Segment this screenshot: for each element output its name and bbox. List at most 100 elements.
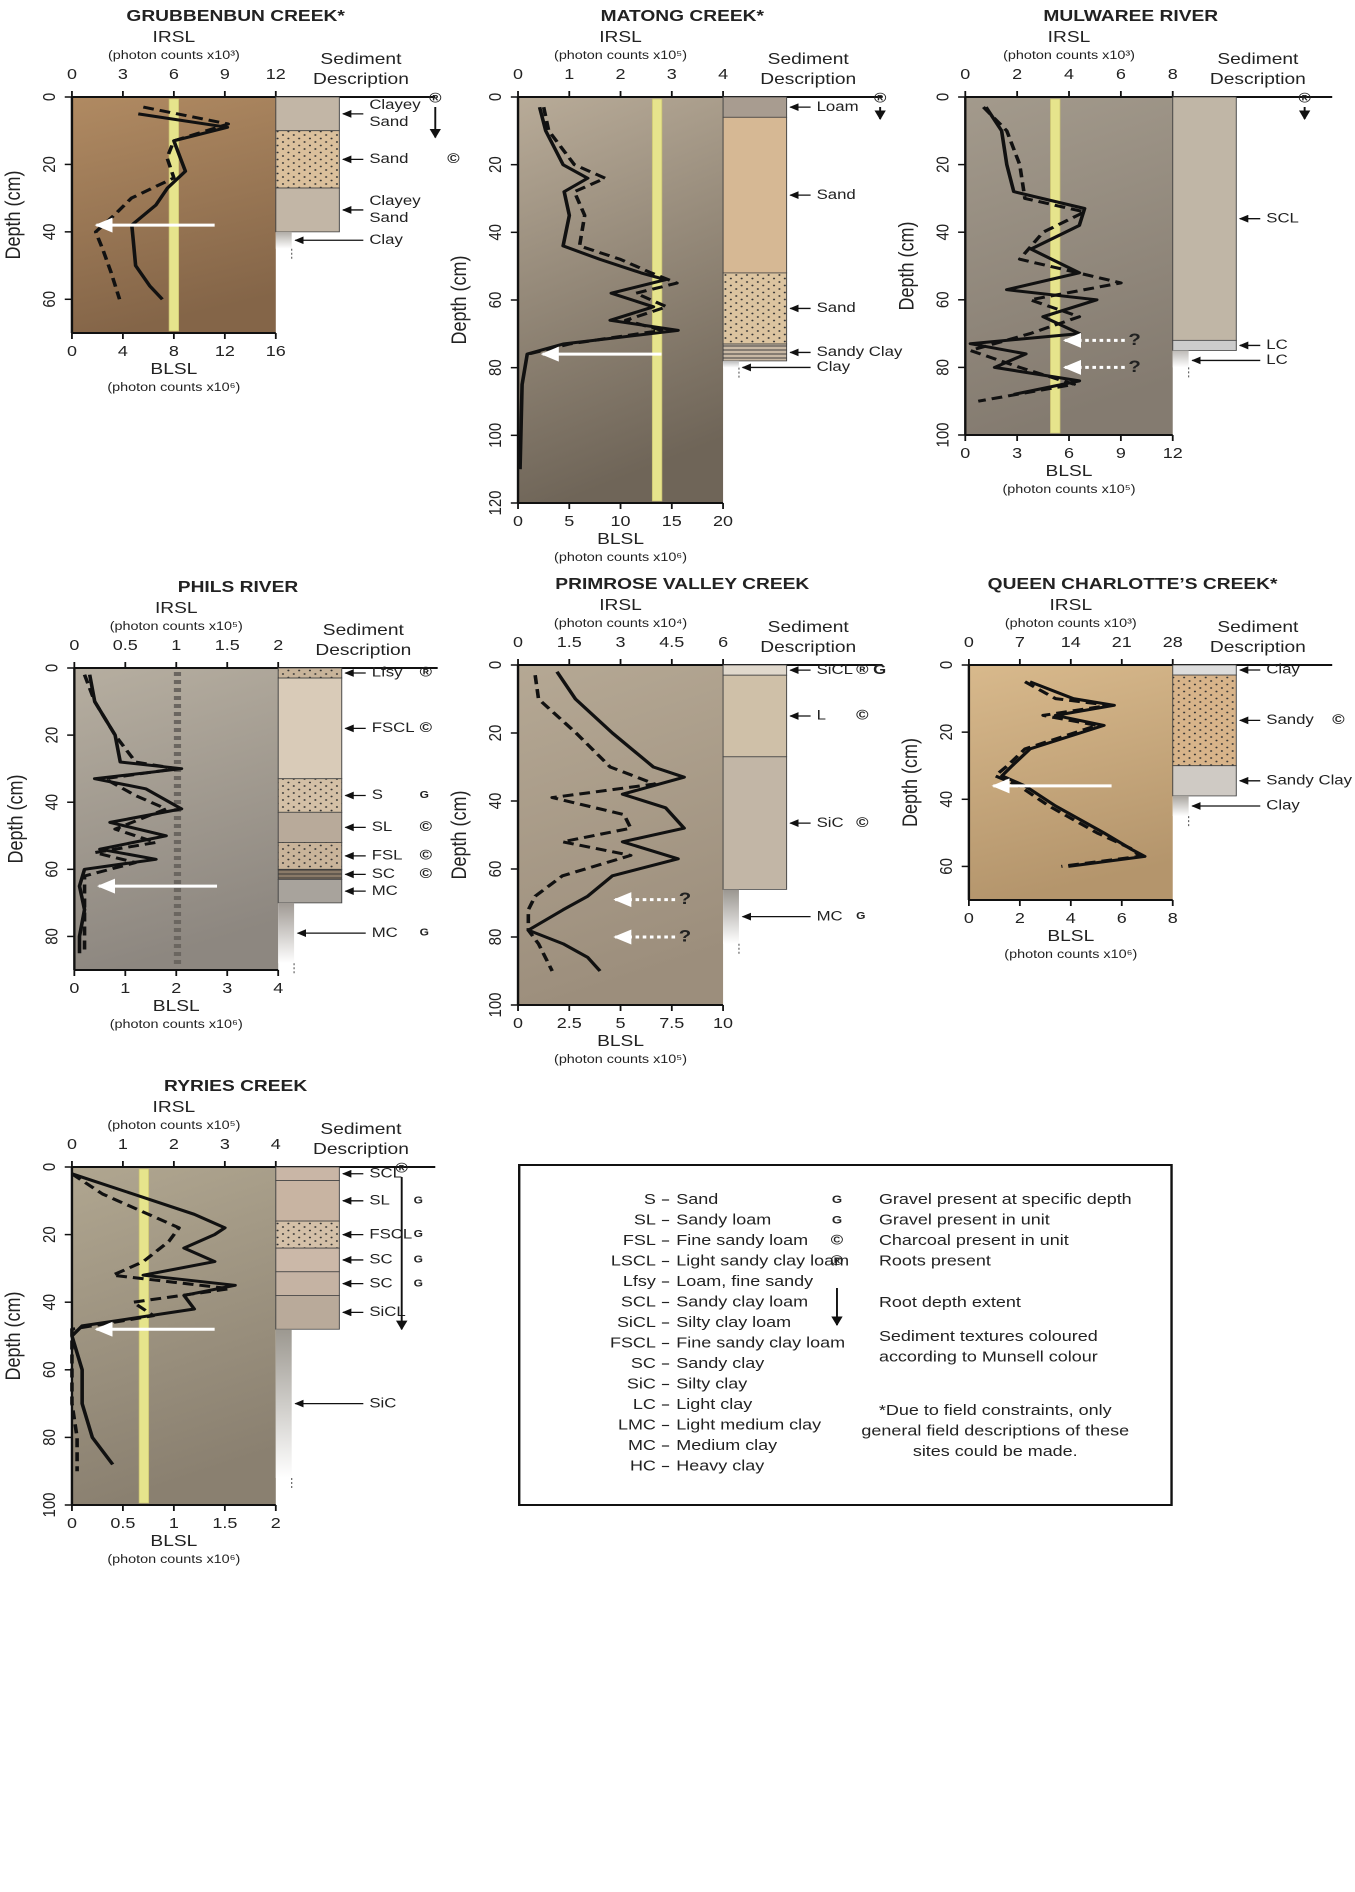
sediment-title: Sediment: [768, 618, 849, 636]
question-mark: ?: [1128, 329, 1140, 348]
unit-label: MC: [372, 925, 398, 940]
unit-label: FSCL: [372, 720, 415, 735]
unit-label: L: [817, 708, 827, 723]
unit-symbol: ©: [420, 866, 433, 881]
top-tick-label: 2: [1012, 65, 1022, 82]
unit-symbol: G: [414, 1278, 423, 1289]
unit-label: LC: [1266, 337, 1287, 352]
unit-label: Loam: [817, 99, 859, 114]
sediment-unit: [278, 903, 294, 963]
bottom-tick-label: 0.5: [110, 1514, 135, 1531]
top-axis-unit: (photon counts x10⁵): [110, 619, 243, 633]
bottom-tick-label: 0: [67, 1514, 77, 1531]
top-tick-label: 12: [266, 65, 286, 82]
bottom-tick-label: 6: [1117, 909, 1127, 926]
top-axis-label: IRSL: [153, 1098, 196, 1116]
top-tick-label: 0: [69, 636, 79, 653]
y-tick-label: 0: [39, 93, 60, 101]
abbreviation-name: Sandy loam: [676, 1211, 771, 1228]
unit-symbol: G: [856, 911, 865, 922]
top-axis-unit: (photon counts x10³): [1003, 48, 1135, 62]
legend-symbol: ®: [831, 1253, 844, 1268]
panel-title: PRIMROSE VALLEY CREEK: [555, 575, 809, 593]
unit-symbol: ® G: [856, 662, 886, 677]
legend-symbol-text: Gravel present in unit: [879, 1211, 1050, 1228]
top-axis-label: IRSL: [155, 599, 198, 617]
y-tick-label: 0: [485, 661, 506, 669]
bottom-tick-label: 10: [713, 1014, 733, 1031]
measuring-tape: [169, 99, 179, 331]
unit-symbol: ©: [856, 708, 869, 723]
y-tick-label: 100: [485, 992, 506, 1017]
top-tick-label: 1: [118, 1135, 128, 1152]
sediment-unit: [276, 1329, 292, 1478]
unit-symbol: ©: [420, 720, 433, 735]
question-mark: ?: [679, 889, 691, 908]
abbreviation-name: Light clay: [676, 1395, 753, 1412]
panel-title: GRUBBENBUN CREEK*: [126, 7, 345, 25]
sediment-texture: [1173, 675, 1237, 766]
top-tick-label: 0: [67, 65, 77, 82]
unit-label: Clay: [1266, 662, 1300, 677]
bottom-axis-unit: (photon counts x10⁶): [107, 1552, 240, 1566]
top-tick-label: 7: [1015, 633, 1025, 650]
y-tick-label: 40: [485, 224, 506, 241]
top-tick-label: 8: [1168, 65, 1178, 82]
site-photo: [72, 1167, 276, 1505]
unit-label: Sand: [817, 187, 856, 202]
y-tick-label: 20: [41, 727, 62, 744]
figure: GRUBBENBUN CREEK* IRSL (photon counts x10³…: [0, 0, 1355, 1892]
abbreviation-name: Fine sandy clay loam: [676, 1334, 845, 1351]
sediment-title: Sediment: [323, 621, 404, 639]
bottom-tick-label: 1: [169, 1514, 179, 1531]
abbreviation-code: LMC: [618, 1416, 656, 1433]
top-tick-label: 3: [220, 1135, 230, 1152]
y-tick-label: 80: [485, 359, 506, 376]
y-tick-label: 120: [485, 490, 506, 515]
y-tick-label: 100: [932, 422, 953, 447]
abbreviation-code: LC: [633, 1395, 656, 1412]
unit-label: SC: [369, 1276, 392, 1291]
y-tick-label: 60: [39, 291, 60, 308]
top-tick-label: 4: [718, 65, 728, 82]
abbreviation-code: SiC: [627, 1375, 656, 1392]
sediment-unit: [278, 678, 342, 779]
top-tick-label: 28: [1163, 633, 1183, 650]
sediment-texture: [278, 842, 342, 869]
legend-symbol: G: [832, 1213, 842, 1226]
top-tick-label: 0.5: [113, 636, 138, 653]
y-axis-label: Depth (cm): [448, 256, 472, 345]
abbreviation-code: LSCL: [611, 1252, 656, 1269]
top-tick-label: 4: [1064, 65, 1074, 82]
sediment-title: Sediment: [320, 1120, 401, 1138]
y-tick-label: 60: [936, 858, 957, 875]
sediment-unit: [276, 1248, 340, 1272]
unit-symbol: ®: [420, 665, 433, 680]
top-tick-label: 3: [118, 65, 128, 82]
top-tick-label: 4.5: [659, 633, 684, 650]
y-tick-label: 80: [41, 928, 62, 945]
bottom-axis-unit: (photon counts x10⁵): [1003, 482, 1136, 496]
unit-label: MC: [817, 909, 843, 924]
top-axis-unit: (photon counts x10³): [1005, 616, 1137, 630]
bottom-axis-label: BLSL: [150, 360, 197, 378]
unit-label: Clayey: [369, 193, 421, 208]
top-tick-label: 0: [964, 633, 974, 650]
bottom-tick-label: 8: [1168, 909, 1178, 926]
abbreviation-code: FSCL: [610, 1334, 656, 1351]
y-axis-label: Depth (cm): [2, 1292, 26, 1381]
bottom-tick-label: 1: [120, 979, 130, 996]
top-axis-label: IRSL: [1048, 28, 1091, 46]
y-axis-label: Depth (cm): [895, 222, 919, 311]
y-tick-label: 20: [936, 724, 957, 741]
unit-symbol: ©: [856, 815, 869, 830]
bottom-tick-label: 4: [1066, 909, 1076, 926]
bottom-axis-label: BLSL: [597, 1032, 644, 1050]
sediment-unit: [1173, 796, 1189, 816]
y-axis-label: Depth (cm): [899, 738, 923, 827]
unit-label: SL: [369, 1193, 390, 1208]
bottom-axis-label: BLSL: [597, 530, 644, 548]
root-symbol: ®: [1298, 91, 1311, 106]
top-axis-unit: (photon counts x10³): [108, 48, 240, 62]
unit-label: S: [372, 787, 383, 802]
